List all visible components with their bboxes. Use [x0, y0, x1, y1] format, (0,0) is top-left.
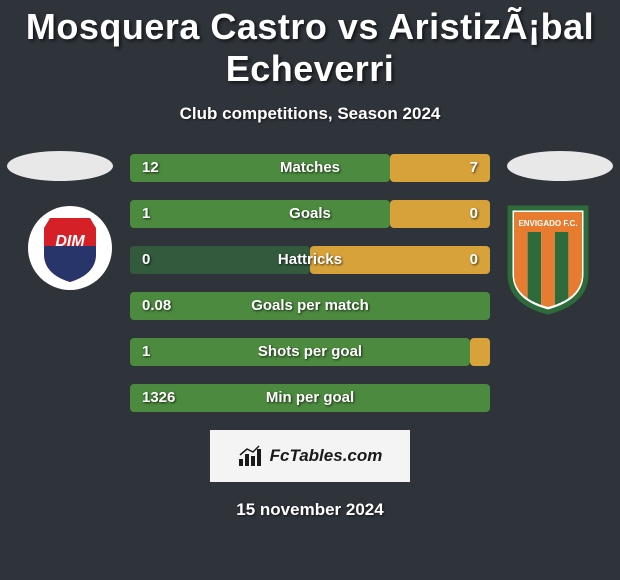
stat-row: Matches12 7 [130, 154, 490, 182]
stat-label: Hattricks [130, 246, 490, 274]
stat-value-left: 1 [142, 338, 150, 366]
stat-value-right: 7 [470, 154, 478, 182]
content-area: DIM ENVIGADO F.C. Matches [0, 154, 620, 520]
crest-left-icon: DIM [28, 206, 112, 290]
country-flag-left [7, 151, 113, 181]
crest-right-icon: ENVIGADO F.C. [504, 204, 592, 316]
stat-value-left: 1 [142, 200, 150, 228]
svg-text:ENVIGADO F.C.: ENVIGADO F.C. [518, 219, 577, 228]
date-text: 15 november 2024 [0, 500, 620, 520]
stat-row: Min per goal1326 [130, 384, 490, 412]
stat-value-left: 0.08 [142, 292, 171, 320]
stat-value-right: 0 [470, 200, 478, 228]
stat-row: Shots per goal1 [130, 338, 490, 366]
stat-value-left: 1326 [142, 384, 175, 412]
country-flag-right [507, 151, 613, 181]
branding-text: FcTables.com [270, 446, 383, 466]
stat-row: Goals1 0 [130, 200, 490, 228]
comparison-subtitle: Club competitions, Season 2024 [0, 104, 620, 124]
chart-icon [238, 445, 264, 467]
comparison-title: Mosquera Castro vs AristizÃ¡bal Echeverr… [0, 0, 620, 90]
stat-label: Goals [130, 200, 490, 228]
stat-label: Shots per goal [130, 338, 490, 366]
stat-label: Min per goal [130, 384, 490, 412]
stat-value-right: 0 [470, 246, 478, 274]
stat-value-left: 12 [142, 154, 159, 182]
stat-row: Hattricks0 0 [130, 246, 490, 274]
stat-value-left: 0 [142, 246, 150, 274]
svg-text:DIM: DIM [55, 233, 85, 250]
club-crest-right: ENVIGADO F.C. [504, 204, 592, 316]
club-crest-left: DIM [28, 206, 112, 290]
branding-box[interactable]: FcTables.com [210, 430, 410, 482]
stats-container: Matches127Goals10Hattricks00Goals per ma… [130, 154, 490, 412]
stat-label: Matches [130, 154, 490, 182]
stat-label: Goals per match [130, 292, 490, 320]
stat-row: Goals per match0.08 [130, 292, 490, 320]
